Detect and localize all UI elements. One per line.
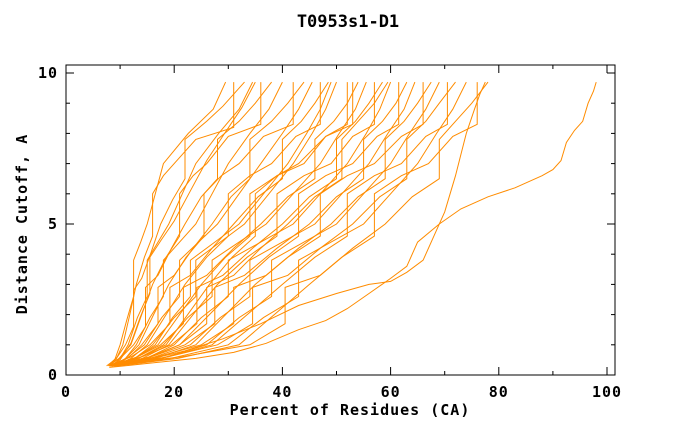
prediction-curve <box>107 82 262 367</box>
prediction-curve <box>108 81 245 365</box>
prediction-curve <box>111 81 383 365</box>
prediction-curve <box>114 81 332 367</box>
prediction-curve <box>108 82 235 367</box>
prediction-curve <box>117 81 392 367</box>
prediction-curve <box>118 81 456 365</box>
prediction-curve <box>111 82 294 367</box>
prediction-curve <box>111 81 329 365</box>
prediction-curve <box>117 81 337 367</box>
prediction-curve <box>109 81 313 367</box>
y-axis-label: Distance Cutoff, A <box>13 133 31 315</box>
prediction-curve <box>111 82 448 367</box>
x-tick-label: 60 <box>381 383 401 401</box>
prediction-curve <box>117 81 305 365</box>
chart-title: T0953s1-D1 <box>296 12 400 32</box>
prediction-curve <box>117 82 478 367</box>
prediction-curve <box>111 81 254 367</box>
y-tick-label: 10 <box>38 64 58 82</box>
prediction-curve <box>110 81 272 365</box>
prediction-curve <box>116 81 440 367</box>
plot-frame <box>65 64 616 376</box>
x-tick-label: 0 <box>61 383 71 401</box>
y-tick-label: 5 <box>48 215 58 233</box>
prediction-curve <box>109 81 486 367</box>
prediction-curve <box>112 81 489 365</box>
prediction-curve <box>106 81 227 367</box>
prediction-curve <box>109 81 597 368</box>
prediction-curve <box>118 81 389 365</box>
prediction-curve <box>109 81 256 367</box>
x-axis-label: Percent of Residues (CA) <box>229 401 471 419</box>
prediction-curve <box>112 81 367 367</box>
x-tick-label: 40 <box>272 383 292 401</box>
prediction-curve <box>115 82 375 367</box>
prediction-curve <box>110 82 354 367</box>
prediction-curve <box>114 81 283 367</box>
x-tick-label: 80 <box>489 383 509 401</box>
x-tick-label: 20 <box>164 383 184 401</box>
x-tick-label: 100 <box>592 383 622 401</box>
prediction-curve <box>110 81 416 367</box>
y-tick-label: 0 <box>48 366 58 384</box>
prediction-curve <box>115 82 424 367</box>
prediction-curve <box>114 81 467 367</box>
